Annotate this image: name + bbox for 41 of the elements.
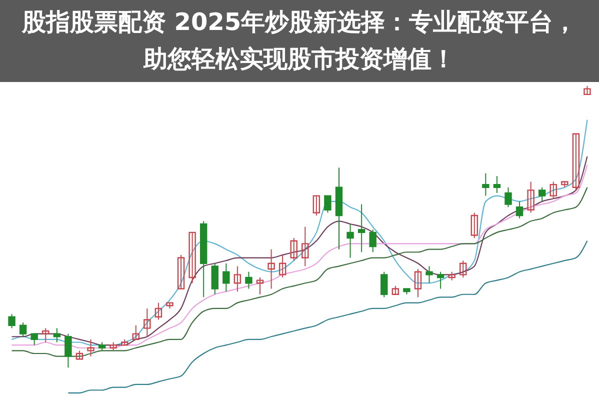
candlestick: [211, 262, 218, 295]
candlestick: [460, 260, 467, 278]
candlestick: [358, 204, 366, 253]
candlestick: [154, 302, 162, 320]
candlestick: [426, 266, 433, 284]
candlestick: [278, 254, 286, 278]
candlestick: [482, 172, 490, 196]
candlestick: [222, 262, 230, 292]
candlestick: [42, 328, 50, 343]
candlestick: [504, 186, 512, 208]
candlestick: [493, 176, 501, 194]
candlestick: [177, 254, 185, 290]
candlestick: [53, 328, 61, 343]
candlestick: [414, 268, 422, 298]
candlestick: [470, 212, 478, 239]
candlestick: [268, 248, 275, 290]
candlestick: [572, 133, 580, 191]
candlestick: [302, 226, 309, 267]
candlestick: [19, 322, 27, 338]
candlestick: [550, 181, 557, 200]
candlestick: [245, 271, 252, 290]
candlestick: [369, 229, 376, 253]
candlestick: [312, 195, 320, 216]
candlestick: [527, 181, 534, 214]
candlestick: [380, 271, 388, 298]
candlestick: [132, 324, 140, 340]
candlestick: [256, 276, 264, 295]
candlestick: [8, 314, 16, 329]
candlestick: [188, 232, 196, 284]
candlestick: [234, 266, 242, 292]
candlestick: [538, 186, 546, 202]
candlestick: [436, 271, 444, 290]
candlestick: [290, 238, 298, 262]
candlestick: [346, 223, 354, 258]
candlestick: [516, 200, 524, 219]
candlestick: [64, 333, 72, 368]
candlestick: [87, 338, 94, 357]
candlestick: [324, 195, 332, 214]
candlestick: [144, 308, 151, 338]
chart-title: 股指股票配资 2025年炒股新选择：专业配资平台，助您轻松实现股市投资增值！: [0, 0, 599, 82]
candlestick: [30, 333, 38, 346]
